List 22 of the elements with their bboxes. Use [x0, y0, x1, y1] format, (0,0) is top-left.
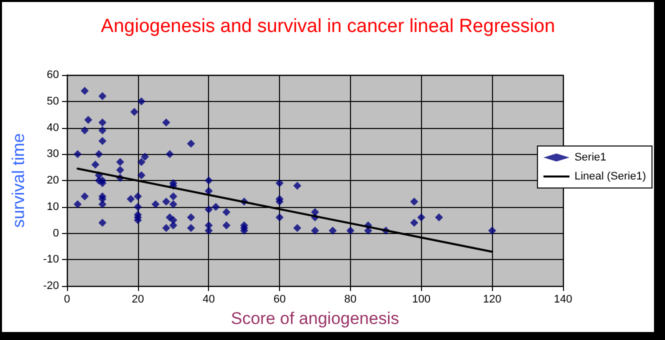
- y-tick-label: 50: [46, 95, 59, 108]
- y-tick-label: -20: [43, 280, 59, 292]
- x-tick-label: 20: [132, 294, 144, 306]
- y-tick-label: 10: [46, 200, 59, 213]
- y-tick-label: 0: [52, 227, 59, 240]
- y-tick-label: 30: [46, 148, 59, 160]
- y-tick-label: 60: [46, 69, 59, 81]
- legend-label: Lineal (Serie1): [574, 170, 646, 182]
- x-axis-title: Score of angiogenesis: [230, 308, 400, 328]
- x-tick-label: 80: [344, 294, 357, 306]
- y-axis-title: survival time: [9, 133, 28, 228]
- x-tick-label: 0: [64, 294, 70, 306]
- y-tick-label: 20: [46, 174, 59, 186]
- x-tick-label: 40: [202, 294, 215, 306]
- x-tick-label: 120: [482, 294, 502, 306]
- legend-label: Serie1: [574, 152, 606, 164]
- chart-title: Angiogenesis and survival in cancer lineal Regression: [100, 16, 556, 37]
- x-tick-label: 140: [554, 294, 572, 306]
- y-tick-label: 40: [46, 122, 59, 134]
- x-tick-label: 60: [273, 294, 286, 306]
- y-tick-label: -10: [43, 254, 59, 266]
- x-tick-label: 100: [412, 294, 430, 306]
